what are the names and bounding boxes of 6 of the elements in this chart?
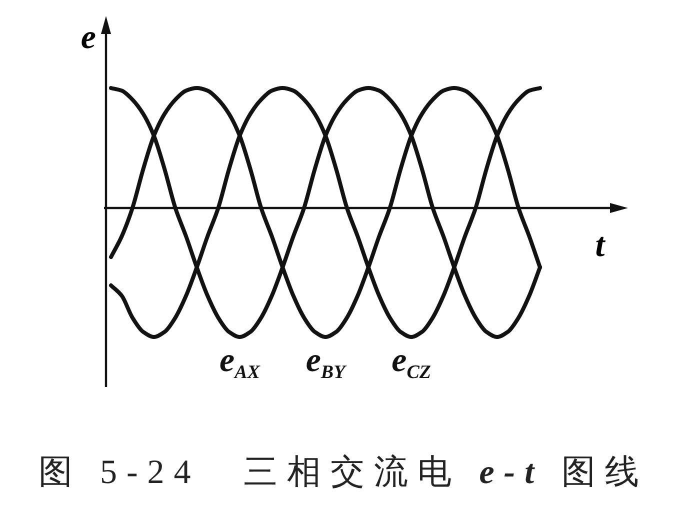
series-label: e$_{BY}$ — [306, 342, 348, 383]
series-label: e$_{AX}$ — [219, 342, 262, 383]
text: 图 5-24 三相交流电 e-t 图线 — [38, 454, 649, 491]
series-label: e$_{CZ}$ — [392, 342, 432, 383]
y-axis-title: e — [80, 19, 96, 56]
x-axis-title: t — [595, 227, 606, 264]
